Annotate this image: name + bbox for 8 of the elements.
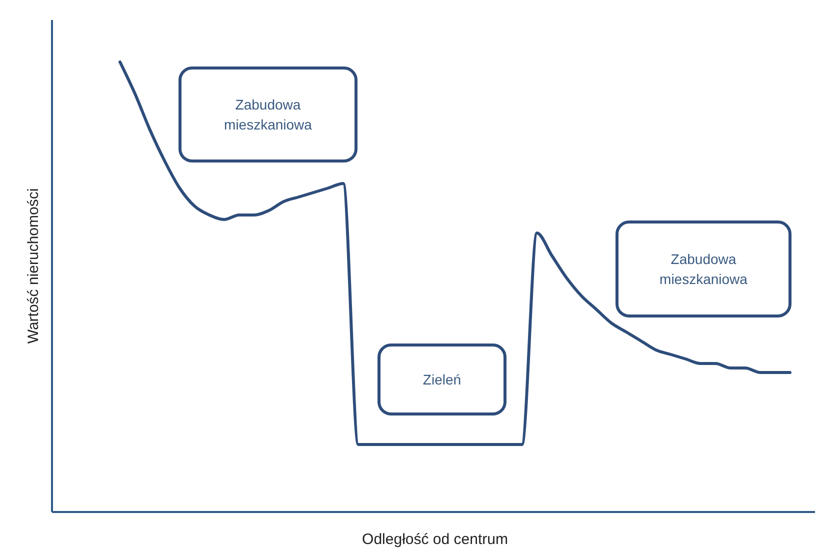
rounded-label-box: Zieleń: [378, 344, 506, 416]
annotation: Zabudowa mieszkaniowa: [660, 251, 748, 287]
annotation: Zabudowa mieszkaniowa: [224, 96, 312, 132]
rounded-label-box: Zabudowa mieszkaniowa: [616, 220, 792, 318]
rounded-label-box: Zabudowa mieszkaniowa: [178, 66, 358, 162]
y-axis-title: Wartość nieruchomości: [25, 188, 42, 344]
x-axis-title: Odległość od centrum: [362, 531, 508, 548]
annotation: Zieleń: [422, 372, 462, 388]
